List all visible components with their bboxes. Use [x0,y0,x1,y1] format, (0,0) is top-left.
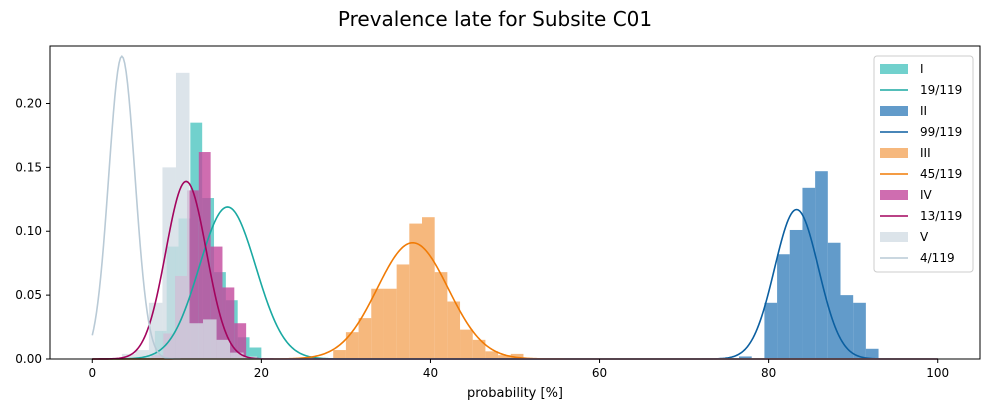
legend-label: II [920,104,927,118]
legend-patch [880,232,908,242]
x-tick-label: 0 [88,366,96,380]
bar-series-3 [383,288,397,359]
bar-series-3 [396,264,410,359]
bar-series-3 [498,355,511,359]
bar-series-2 [777,254,790,359]
y-tick-label: 0.20 [15,96,42,110]
bar-series-3 [434,272,448,359]
bar-series-2 [739,356,752,359]
bar-series-5 [203,319,217,359]
legend-patch [880,106,908,116]
x-axis-label: probability [%] [467,386,563,401]
x-tick-label: 100 [926,366,949,380]
bar-series-3 [409,223,422,359]
bar-series-3 [371,288,384,359]
bar-series-5 [230,352,244,359]
bar-series-3 [333,350,346,359]
y-tick-label: 0.10 [15,224,42,238]
legend-label: 4/119 [920,251,955,265]
x-tick-label: 60 [592,366,607,380]
legend: I 19/119 II 99/119 III 45/119 IV 13/119 V 4/119 [873,55,974,273]
histogram-bars [121,72,879,359]
legend-label: 19/119 [920,83,962,97]
bar-series-2 [764,302,778,359]
bar-series-5 [162,167,176,359]
bar-series-2 [789,229,803,359]
chart-title: Prevalence late for Subsite C01 [338,7,652,31]
y-tick-label: 0.05 [15,288,42,302]
bar-series-3 [510,353,524,359]
bar-series-4 [186,190,199,359]
bar-series-3 [345,332,359,359]
legend-label: IV [920,188,933,202]
bar-series-4 [222,287,235,359]
bar-series-4 [234,323,247,359]
x-tick-label: 20 [254,366,269,380]
legend-patch [880,64,908,74]
legend-label: V [920,230,929,244]
bar-series-3 [358,318,372,359]
x-tick-label: 40 [423,366,438,380]
plot-area-frame [49,45,981,360]
bar-series-3 [485,351,499,359]
legend-label: I [920,62,924,76]
legend-label: 13/119 [920,209,962,223]
legend-label: III [920,146,931,160]
y-tick-label: 0.15 [15,160,42,174]
bar-series-2 [865,348,879,359]
bar-series-2 [802,187,816,359]
bar-series-2 [815,171,828,359]
bar-series-3 [422,217,435,359]
bar-series-3 [460,329,473,359]
bar-series-1 [249,347,262,359]
legend-patch [880,190,908,200]
bar-series-5 [135,350,149,359]
x-tick-label: 80 [761,366,776,380]
bar-series-4 [198,152,211,359]
bar-series-2 [853,302,866,359]
legend-label: 45/119 [920,167,962,181]
bar-series-2 [840,295,854,359]
bar-series-5 [216,339,231,359]
legend-patch [880,148,908,158]
y-tick-label: 0.00 [15,352,42,366]
bar-series-2 [827,242,841,359]
bar-series-3 [472,339,486,359]
y-axis: 0.00 0.05 0.10 0.15 0.20 [15,96,50,366]
bar-series-5 [175,72,190,359]
x-axis: 0 20 40 60 80 100 [88,359,949,380]
legend-label: 99/119 [920,125,962,139]
bar-series-5 [189,323,204,359]
bar-series-3 [447,301,461,359]
